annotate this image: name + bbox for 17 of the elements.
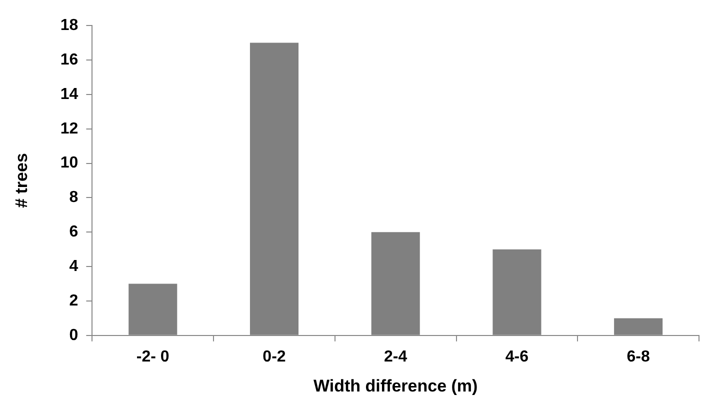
y-tick-label: 16 bbox=[60, 51, 78, 68]
y-tick-label: 0 bbox=[69, 326, 78, 344]
x-tick-label: 6-8 bbox=[626, 348, 650, 366]
x-tick-label: 0-2 bbox=[262, 348, 286, 366]
y-tick-label: 18 bbox=[60, 17, 78, 34]
y-tick-label: 2 bbox=[69, 292, 78, 310]
y-tick-label: 6 bbox=[69, 224, 78, 241]
x-axis-title: Width difference (m) bbox=[314, 376, 478, 396]
x-tick-label: 2-4 bbox=[384, 348, 408, 366]
y-tick-label: 8 bbox=[69, 189, 78, 206]
x-tick-label: 4-6 bbox=[505, 348, 529, 366]
y-tick-label: 12 bbox=[60, 120, 78, 138]
y-axis-title: # trees bbox=[12, 153, 31, 208]
y-tick-label: 4 bbox=[69, 258, 78, 275]
y-tick-label: 14 bbox=[60, 86, 78, 103]
y-tick-label: 10 bbox=[60, 154, 78, 172]
x-tick-label: -2- 0 bbox=[136, 348, 170, 366]
